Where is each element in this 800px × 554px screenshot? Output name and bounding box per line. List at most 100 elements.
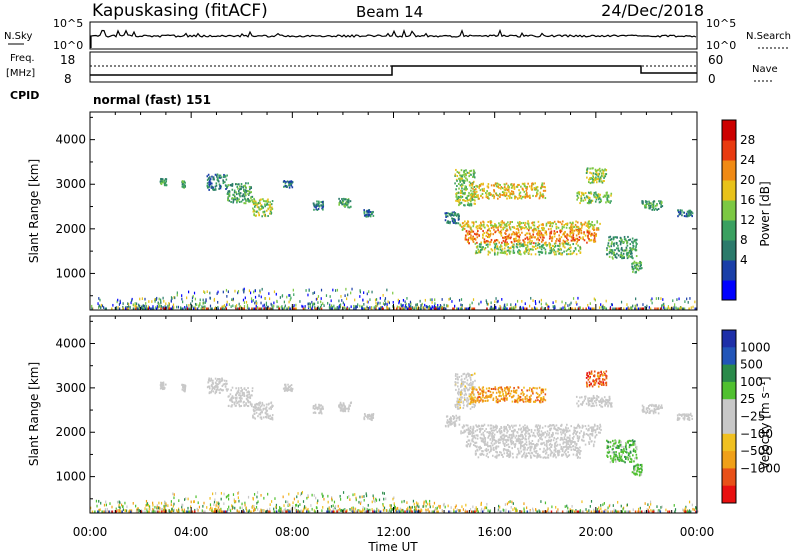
- power-cell: [456, 198, 459, 201]
- power-cell: [468, 171, 470, 174]
- power-heatmap-cells: [91, 167, 698, 310]
- power-cell: [549, 252, 552, 255]
- velocity-cell: [471, 401, 474, 404]
- power-cell: [287, 181, 290, 184]
- velocity-cell: [183, 510, 186, 513]
- power-cell: [404, 306, 406, 309]
- power-cell: [584, 198, 587, 201]
- velocity-cell: [509, 500, 511, 503]
- velocity-cell: [464, 385, 467, 388]
- power-cell: [675, 306, 677, 310]
- velocity-cell: [227, 508, 229, 511]
- power-cell: [562, 245, 565, 248]
- power-cell: [596, 227, 598, 230]
- velocity-cell: [361, 495, 363, 499]
- power-cell: [605, 169, 608, 172]
- power-cell: [676, 307, 679, 310]
- power-cell: [539, 194, 541, 197]
- power-cell: [569, 235, 571, 238]
- power-cell: [539, 187, 542, 190]
- beam-label: Beam 14: [356, 3, 423, 21]
- power-cell: [557, 248, 560, 251]
- power-cell: [478, 197, 480, 200]
- power-cell: [270, 302, 272, 306]
- power-cell: [685, 212, 688, 215]
- velocity-cell: [574, 510, 576, 513]
- power-cell: [599, 193, 601, 196]
- velocity-cell: [341, 409, 344, 412]
- velocity-cell: [607, 510, 609, 513]
- power-cell: [236, 185, 239, 188]
- velocity-cell: [270, 401, 273, 404]
- velocity-cell: [181, 384, 184, 387]
- power-cell: [595, 171, 598, 174]
- power-cell: [501, 249, 503, 252]
- power-cell: [547, 307, 549, 310]
- power-cell: [667, 306, 670, 309]
- velocity-cell: [220, 510, 223, 513]
- power-cell: [539, 233, 542, 236]
- power-cell: [382, 293, 384, 297]
- power-cell: [497, 183, 500, 186]
- power-cell: [479, 189, 482, 192]
- power-cell: [228, 199, 231, 202]
- velocity-cell: [416, 505, 418, 508]
- velocity-cell: [450, 417, 453, 420]
- power-cell: [598, 198, 600, 201]
- velocity-cell: [334, 505, 337, 508]
- velocity-cell: [223, 510, 225, 513]
- velocity-cell: [319, 407, 321, 410]
- velocity-cell: [245, 394, 248, 397]
- power-cell: [591, 181, 593, 184]
- power-cell: [343, 306, 346, 310]
- power-cell: [538, 197, 541, 200]
- power-cell: [224, 181, 226, 184]
- power-cell: [540, 302, 542, 306]
- power-cell: [559, 247, 562, 250]
- power-cell: [181, 294, 183, 297]
- power-cell: [470, 204, 473, 207]
- velocity-cell: [97, 510, 99, 513]
- velocity-cell: [468, 393, 471, 396]
- power-cell: [586, 196, 589, 199]
- power-cell: [631, 262, 633, 265]
- power-cell: [222, 305, 224, 308]
- velocity-cell: [402, 510, 405, 513]
- velocity-cell: [257, 415, 259, 418]
- power-cell: [512, 244, 515, 247]
- power-cell: [456, 170, 459, 173]
- velocity-cell: [239, 506, 241, 510]
- power-cell: [504, 226, 506, 229]
- velocity-cell: [329, 510, 331, 513]
- power-cell: [468, 184, 471, 187]
- velocity-cell: [372, 510, 374, 513]
- power-cell: [544, 243, 547, 246]
- power-cell: [655, 297, 657, 300]
- velocity-cell: [170, 503, 172, 507]
- power-cell: [234, 305, 236, 308]
- power-cell: [636, 303, 638, 307]
- power-cell: [429, 298, 431, 302]
- velocity-cell: [249, 402, 252, 405]
- power-cell: [284, 306, 286, 310]
- velocity-cell: [258, 402, 260, 405]
- power-cell: [526, 249, 528, 252]
- velocity-cell: [319, 404, 322, 407]
- velocity-cell: [224, 385, 227, 388]
- velocity-cell: [659, 510, 662, 513]
- power-cell: [435, 307, 437, 310]
- power-cell: [537, 250, 540, 253]
- power-cell: [504, 195, 507, 198]
- power-cell: [640, 261, 643, 264]
- power-cell: [351, 287, 353, 291]
- power-cell: [613, 244, 615, 247]
- velocity-cell: [287, 383, 289, 386]
- power-cell: [366, 292, 368, 296]
- power-cell: [459, 199, 461, 202]
- power-cell: [472, 221, 475, 224]
- power-cell: [267, 305, 269, 309]
- velocity-cell: [213, 386, 215, 389]
- power-cell: [172, 305, 174, 309]
- power-cell: [340, 201, 342, 204]
- power-cell: [550, 249, 553, 252]
